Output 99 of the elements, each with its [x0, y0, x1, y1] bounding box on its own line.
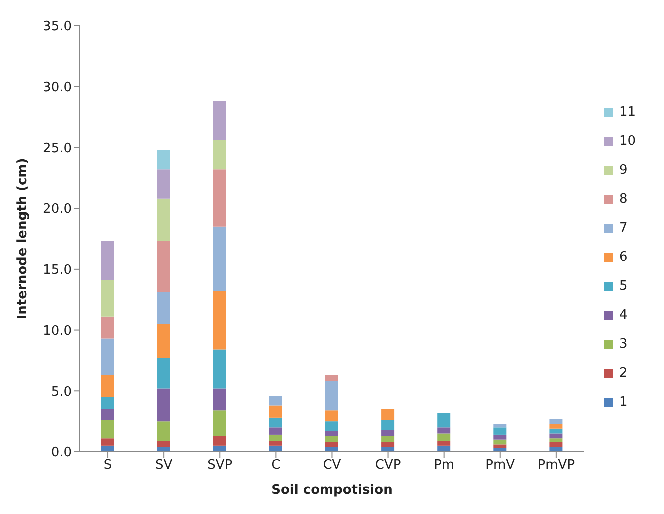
bar	[326, 375, 338, 382]
bar	[438, 434, 451, 442]
legend-label: 9	[619, 162, 628, 178]
bar	[494, 444, 507, 448]
y-tick-label: 35.0	[43, 20, 72, 35]
bar	[438, 413, 451, 428]
bar	[326, 431, 338, 436]
bar	[157, 241, 170, 293]
legend-label: 3	[619, 336, 628, 352]
bar	[213, 446, 226, 452]
bar	[157, 324, 170, 358]
bar	[382, 420, 395, 430]
bar	[550, 438, 563, 442]
bar	[382, 430, 395, 436]
bar	[550, 442, 563, 448]
bar	[101, 397, 114, 410]
y-tick-label: 20.0	[43, 202, 72, 218]
legend-label: 5	[619, 278, 628, 294]
bar	[550, 447, 563, 452]
bar	[269, 434, 282, 442]
x-tick-label: CV	[323, 458, 342, 474]
legend-label: 10	[619, 134, 636, 148]
bar	[269, 446, 282, 452]
bar	[213, 170, 226, 227]
legend-label: 6	[619, 250, 628, 264]
x-tick-label: SVP	[208, 458, 233, 474]
bar	[157, 441, 170, 448]
bar	[550, 424, 563, 429]
y-tick-label: 15.0	[43, 263, 72, 278]
bar	[494, 440, 507, 445]
bar	[269, 418, 282, 428]
bar	[213, 388, 226, 411]
bar	[157, 388, 170, 422]
bar	[326, 447, 338, 452]
bar	[382, 409, 395, 420]
y-axis-title: Internode length (cm)	[16, 158, 31, 320]
bar	[438, 441, 451, 446]
legend-label: 8	[619, 192, 628, 206]
legend-label: 2	[619, 366, 628, 380]
bar	[213, 226, 226, 292]
bar	[382, 447, 395, 452]
bar	[269, 428, 282, 435]
x-axis-title: Soil compotision	[272, 483, 393, 498]
bar	[101, 446, 114, 452]
bar	[326, 436, 338, 442]
bar	[213, 291, 226, 350]
legend-label: 7	[619, 220, 628, 236]
bar	[101, 420, 114, 439]
bar	[382, 442, 395, 448]
x-tick-label: S	[104, 458, 112, 474]
bar	[213, 410, 226, 436]
bar	[326, 381, 338, 411]
bar	[101, 375, 114, 398]
bar	[157, 292, 170, 324]
bar	[157, 422, 170, 442]
y-tick-label: 5.0	[51, 384, 72, 400]
bar	[157, 447, 170, 452]
bar	[382, 436, 395, 442]
bar	[213, 101, 226, 140]
y-tick-label: 30.0	[43, 80, 72, 96]
bar	[438, 428, 451, 434]
bar	[213, 350, 226, 389]
x-tick-label: CVP	[375, 458, 402, 474]
bar	[157, 198, 170, 242]
bar	[269, 396, 282, 406]
bar	[550, 419, 563, 424]
bar	[101, 316, 114, 339]
bar	[157, 150, 170, 170]
legend-label: 4	[619, 308, 628, 322]
bar	[326, 410, 338, 422]
bar	[101, 438, 114, 446]
x-tick-label: C	[272, 458, 281, 474]
bar	[101, 338, 114, 376]
bar	[326, 442, 338, 448]
bar	[101, 241, 114, 280]
bar	[101, 280, 114, 317]
x-tick-label: Pm	[434, 458, 455, 474]
bar	[494, 424, 507, 428]
bar	[550, 428, 563, 434]
bar	[550, 434, 563, 439]
x-tick-label: PmVP	[538, 458, 576, 474]
bar	[438, 446, 451, 452]
bar	[101, 409, 114, 420]
bar	[494, 434, 507, 440]
y-tick-label: 0.0	[51, 446, 72, 461]
legend-label: 11	[619, 104, 636, 120]
legend-label: 1	[619, 394, 628, 410]
bar	[269, 441, 282, 446]
bar	[157, 358, 170, 389]
bar	[213, 140, 226, 170]
bar	[157, 170, 170, 199]
bar	[494, 428, 507, 435]
y-tick-label: 10.0	[43, 324, 72, 339]
y-tick-label: 25.0	[43, 141, 72, 156]
x-tick-label: PmV	[486, 458, 516, 474]
bar	[213, 436, 226, 446]
bar	[269, 406, 282, 418]
x-tick-label: SV	[155, 458, 173, 474]
bar	[326, 422, 338, 432]
